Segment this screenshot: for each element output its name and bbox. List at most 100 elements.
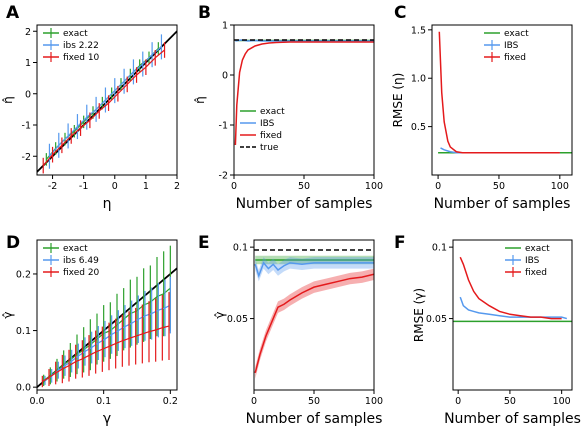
x-tick-label: 50 — [308, 396, 320, 407]
x-tick-label: 0.1 — [96, 396, 111, 407]
legend-item-exact: exact — [43, 243, 88, 254]
series-ibs — [254, 257, 374, 282]
x-tick-label: 100 — [365, 181, 383, 192]
panel-f: 0 50 100 0.05 0.1 Number of samples RMSE (γ) F e… — [394, 233, 581, 427]
legend-item-ibs: IBS — [240, 119, 275, 129]
series-line — [438, 31, 560, 154]
y-tick-label: -2 — [219, 171, 228, 182]
legend-item-ibs: IBS — [484, 40, 519, 51]
y-tick-label: 0.1 — [233, 243, 248, 254]
legend-label: fixed 10 — [63, 53, 100, 63]
x-tick-label: 50 — [493, 181, 505, 192]
x-tick-label: 100 — [553, 396, 571, 407]
panel-label: C — [394, 3, 406, 23]
x-tick-label: 0.2 — [163, 396, 178, 407]
y-axis-label: η̂ — [193, 96, 207, 104]
panel-label: E — [198, 233, 210, 253]
legend-label: exact — [63, 244, 88, 254]
legend-item-true: true — [240, 143, 279, 153]
legend-label: IBS — [504, 41, 519, 51]
y-axis-label: γ̂ — [213, 311, 227, 318]
y-tick-label: 1.5 — [411, 25, 426, 36]
x-tick-label: 0 — [231, 181, 237, 192]
series-fixed — [234, 41, 374, 146]
panel-label: F — [394, 233, 406, 253]
legend-label: fixed — [260, 131, 282, 141]
legend-item-exact: exact — [240, 107, 285, 117]
legend-item-ibs: ibs 6.49 — [43, 255, 99, 266]
x-tick-label: -1 — [79, 181, 88, 192]
axes-frame — [36, 24, 178, 176]
y-tick-label: 0.1 — [16, 326, 31, 337]
series-line — [254, 273, 374, 374]
x-tick-label: 0 — [455, 396, 461, 407]
panel-d: 0.0 0.1 0.2 0.0 0.1 0.2 γ γ̂ D exact ibs 6.49 fixed… — [1, 233, 178, 427]
legend-label: IBS — [260, 119, 275, 129]
x-tick-label: 0 — [112, 181, 118, 192]
series-ibs — [44, 276, 171, 385]
legend-label: ibs 6.49 — [63, 256, 99, 266]
series-fixed — [438, 31, 560, 154]
x-tick-label: 0 — [435, 181, 441, 192]
series-ibs — [459, 296, 568, 320]
series-line — [459, 256, 562, 320]
y-tick-label: 1 — [222, 21, 228, 32]
y-tick-label: 0.0 — [16, 383, 31, 394]
legend: exact IBS fixed — [484, 29, 529, 63]
y-tick-label: 1.0 — [411, 74, 426, 85]
y-tick-label: 0.05 — [227, 314, 248, 325]
x-tick-label: -2 — [48, 181, 57, 192]
x-tick-label: 100 — [551, 181, 569, 192]
series-fixed — [254, 268, 374, 379]
legend-item-exact: exact — [43, 28, 88, 39]
axes-frame — [233, 24, 375, 176]
y-tick-label: 0.05 — [426, 314, 447, 325]
y-tick-label: 1 — [25, 58, 31, 69]
x-axis-label: η — [103, 196, 112, 212]
legend-item-fixed: fixed — [240, 131, 282, 141]
x-tick-label: 100 — [365, 396, 383, 407]
panel-c: 0 50 100 0.5 1.0 1.5 Number of samples RMSE (η)… — [391, 3, 573, 212]
legend-label: exact — [504, 29, 529, 39]
legend: exact IBS fixed — [505, 244, 550, 278]
x-tick-label: 0.0 — [29, 396, 44, 407]
legend-item-fixed: fixed — [484, 52, 526, 63]
legend-label: fixed — [525, 268, 547, 278]
x-tick-label: 0 — [251, 396, 257, 407]
legend: exact ibs 2.22 fixed 10 — [43, 28, 100, 63]
legend-label: exact — [260, 107, 285, 117]
series-fixed — [42, 42, 166, 174]
legend-item-exact: exact — [484, 29, 529, 39]
x-axis-label: Number of samples — [434, 196, 571, 212]
legend-label: exact — [63, 29, 88, 39]
legend-label: fixed 20 — [63, 268, 100, 278]
axes-frame — [452, 239, 573, 391]
legend-item-ibs: ibs 2.22 — [43, 40, 99, 51]
plot-area — [234, 39, 374, 146]
panel-label: B — [198, 3, 211, 23]
x-tick-label: 50 — [504, 396, 516, 407]
series-fixed — [41, 292, 170, 388]
series-line — [459, 296, 568, 320]
legend-item-fixed: fixed — [505, 267, 547, 278]
series-fixed — [459, 256, 562, 320]
plot-area — [37, 245, 177, 389]
y-axis-label: η̂ — [1, 96, 15, 104]
x-tick-label: 2 — [174, 181, 180, 192]
x-axis-label: Number of samples — [246, 411, 383, 427]
y-tick-label: -1 — [22, 121, 31, 132]
plot-area — [37, 29, 177, 174]
x-axis-label: γ — [103, 411, 111, 427]
legend-label: exact — [525, 244, 550, 254]
x-axis-label: Number of samples — [444, 411, 581, 427]
series-line — [235, 39, 374, 42]
plot-area — [254, 249, 374, 379]
y-tick-label: 0 — [25, 89, 31, 100]
panel-label: D — [6, 233, 20, 253]
series-ibs — [235, 39, 374, 42]
y-tick-label: 0.2 — [16, 269, 31, 280]
plot-area — [438, 31, 572, 154]
legend-item-fixed: fixed 20 — [43, 267, 100, 278]
